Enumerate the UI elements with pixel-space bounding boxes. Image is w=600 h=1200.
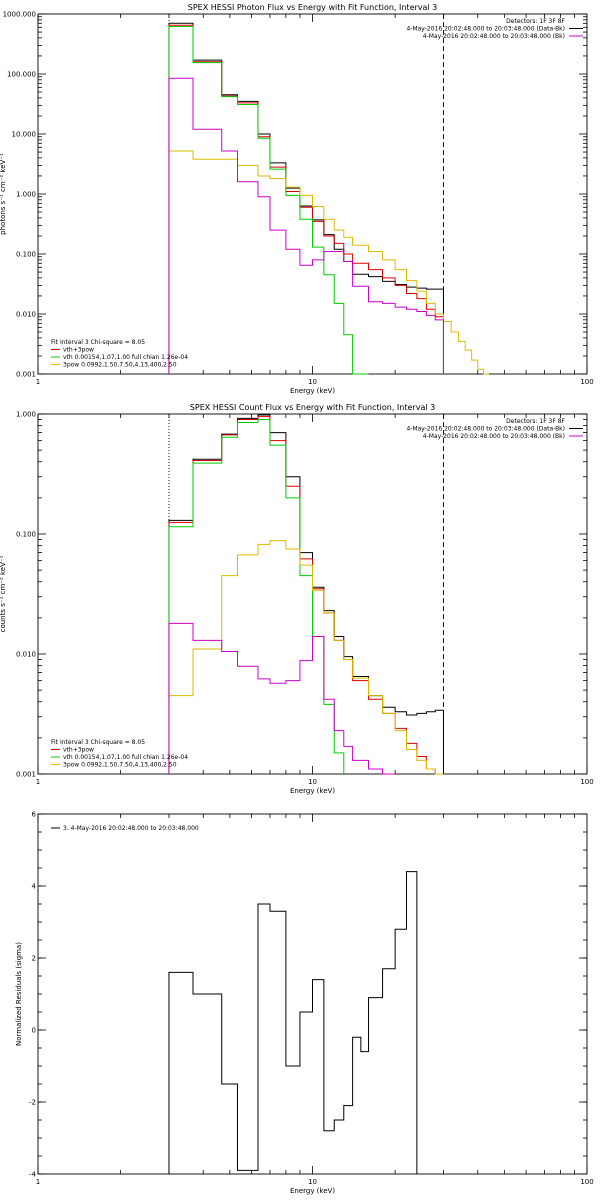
y-axis-label: counts s⁻¹ cm⁻² keV⁻¹	[0, 555, 7, 632]
y-tick-label: 0.010	[16, 651, 36, 659]
series-vth	[168, 25, 369, 375]
chart-panel-1: SPEX HESSI Photon Flux vs Energy with Fi…	[0, 3, 594, 395]
info-line-2: 4-May-2016 20:02:48.000 to 20:03:48.000 …	[423, 433, 565, 440]
x-tick-label: 1	[36, 1178, 40, 1186]
y-tick-label: 0	[32, 1027, 36, 1035]
y-tick-label: 0.010	[16, 311, 36, 319]
x-axis-label: Energy (keV)	[290, 387, 335, 395]
y-tick-label: 4	[32, 883, 37, 891]
series-bk	[168, 77, 444, 374]
detectors-label: Detectors: 1F 3F 8F	[506, 18, 565, 25]
legend-entry-1: vth+3pow	[63, 347, 94, 354]
y-tick-label: 100.000	[7, 71, 36, 79]
series-residual	[168, 871, 418, 1174]
y-tick-label: 0.100	[16, 251, 36, 259]
legend-entry-3: 3pow 0.0992,1.50,7.50,4.13,400,2.50	[63, 762, 177, 769]
detectors-label: Detectors: 1F 3F 8F	[506, 418, 565, 425]
plot-frame	[37, 13, 588, 375]
legend-entry-3: 3pow 0.0992,1.50,7.50,4.13,400,2.50	[63, 362, 177, 369]
info-line-2: 4-May-2016 20:02:48.000 to 20:03:48.000 …	[423, 33, 565, 40]
x-tick-label: 100	[580, 378, 593, 386]
y-tick-label: -2	[29, 1099, 36, 1107]
info-line-1: 4-May-2016 20:02:48.000 to 20:03:48.000 …	[406, 426, 565, 433]
y-tick-label: 10.000	[12, 131, 37, 139]
y-tick-label: 0.001	[16, 771, 36, 779]
legend-entry-1: 3. 4-May-2016 20:02:48.000 to 20:03:48.0…	[63, 825, 199, 832]
x-tick-label: 10	[308, 1178, 317, 1186]
y-tick-label: 2	[32, 955, 36, 963]
y-axis-label: Normalized Residuals (sigma)	[15, 942, 23, 1046]
x-tick-label: 100	[580, 778, 593, 786]
x-axis-label: Energy (keV)	[290, 787, 335, 795]
y-tick-label: 0.001	[16, 371, 36, 379]
x-axis-label: Energy (keV)	[290, 1187, 335, 1195]
x-tick-label: 1	[36, 378, 40, 386]
info-line-1: 4-May-2016 20:02:48.000 to 20:03:48.000 …	[406, 26, 565, 33]
y-axis-label: photons s⁻¹ cm⁻² keV⁻¹	[0, 153, 7, 235]
fit-interval-label: Fit Interval 3 Chi-square = 8.05	[51, 739, 145, 746]
chart-title: SPEX HESSI Photon Flux vs Energy with Fi…	[188, 3, 438, 12]
legend-entry-1: vth+3pow	[63, 747, 94, 754]
chart-title: SPEX HESSI Count Flux vs Energy with Fit…	[190, 403, 435, 412]
series-bk	[168, 622, 396, 775]
chart-panel-2: SPEX HESSI Count Flux vs Energy with Fit…	[0, 403, 594, 795]
chart-panel-3: 1 10 100 -4 -2 0 2 4 6 Energy (keV) Normalized Res…	[15, 811, 594, 1196]
series-data-bk	[168, 414, 444, 774]
series-3pow	[168, 150, 490, 375]
y-tick-label: 1000.000	[3, 11, 36, 19]
legend-entry-2: vth 0.00154,1.07,1.00 full chian 1.26e-0…	[63, 354, 188, 361]
series-vth	[168, 418, 345, 774]
x-tick-label: 10	[308, 778, 317, 786]
y-tick-label: 1.000	[16, 191, 36, 199]
series-data-bk	[168, 22, 444, 374]
y-tick-label: 6	[32, 811, 37, 819]
y-tick-label: 0.100	[16, 531, 36, 539]
x-tick-label: 1	[36, 778, 40, 786]
series-3pow	[168, 540, 444, 775]
y-tick-label: -4	[29, 1171, 37, 1179]
fit-interval-label: Fit Interval 3 Chi-square = 8.05	[51, 339, 145, 346]
series-vth-3pow	[168, 416, 444, 775]
x-tick-label: 100	[580, 1178, 593, 1186]
x-tick-label: 10	[308, 378, 317, 386]
legend-entry-2: vth 0.00154,1.07,1.00 full chian 1.26e-0…	[63, 754, 188, 761]
series-vth-3pow	[168, 24, 444, 374]
y-tick-label: 1.000	[16, 411, 36, 419]
